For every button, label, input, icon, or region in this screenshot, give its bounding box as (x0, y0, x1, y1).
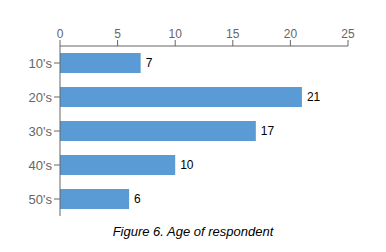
svg-text:20's: 20's (29, 90, 53, 105)
svg-text:7: 7 (146, 56, 153, 70)
svg-text:21: 21 (307, 90, 321, 104)
html-text:Figure 6. Age of respondent: Figure 6. Age of respondent (112, 224, 274, 239)
svg-text:25: 25 (341, 27, 355, 41)
svg-text:17: 17 (261, 124, 275, 138)
svg-text:10's: 10's (29, 56, 53, 71)
svg-text:40's: 40's (29, 158, 53, 173)
svg-text:20: 20 (284, 27, 298, 41)
svg-text:30's: 30's (29, 124, 53, 139)
svg-text:50's: 50's (29, 192, 53, 207)
svg-text:0: 0 (57, 27, 64, 41)
svg-text:6: 6 (134, 192, 141, 206)
svg-text:10: 10 (180, 158, 194, 172)
svg-text:5: 5 (114, 27, 121, 41)
svg-text:10: 10 (169, 27, 183, 41)
svg-text:15: 15 (226, 27, 240, 41)
